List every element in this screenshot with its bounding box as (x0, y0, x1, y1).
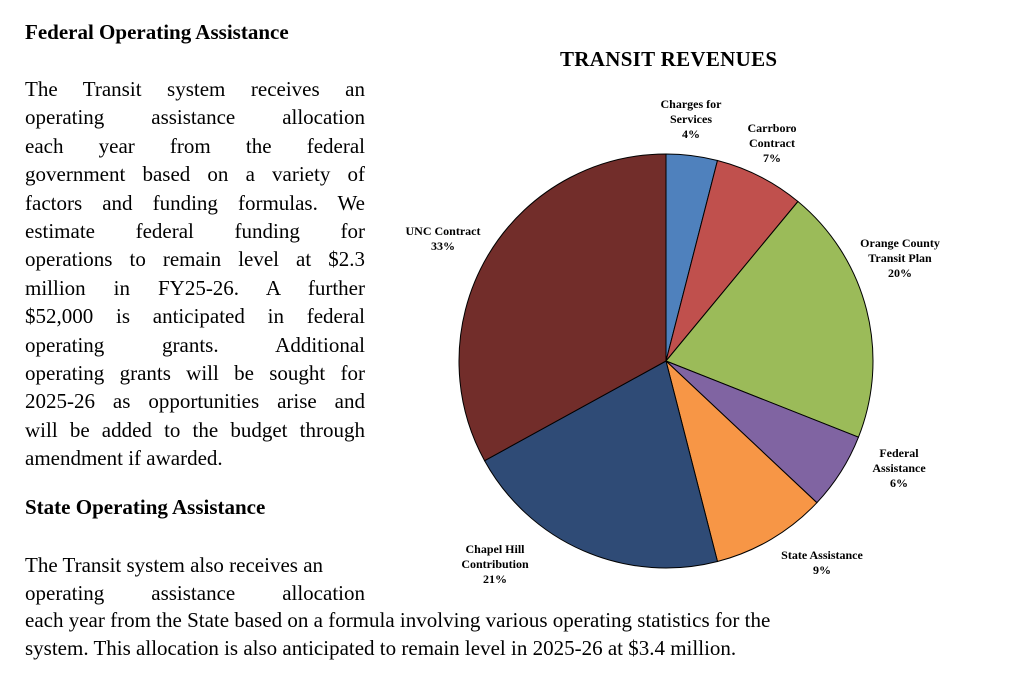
pie-label-text: Federal (879, 446, 919, 460)
paragraph-line: amendment if awarded. (25, 446, 223, 471)
pie-label-text: UNC Contract (405, 224, 481, 238)
paragraph-line: $52,000 is anticipated in federal (25, 304, 365, 329)
pie-label-carrboro-contract: Carrboro Contract 7% (747, 121, 796, 166)
pie-slice-chapel-hill-contribution (483, 360, 719, 569)
pie-label-text: 33% (430, 239, 455, 253)
paragraph-line: each year from the State based on a form… (25, 608, 771, 632)
pie-label-text: Contribution (461, 557, 529, 571)
pie-label-text: 4% (681, 127, 700, 141)
paragraph-line: factors and funding formulas. We (25, 190, 365, 215)
paragraph-line: operating assistance allocation (25, 105, 365, 130)
pie-label-text: 20% (887, 266, 912, 280)
pie-label-text: Services (670, 112, 712, 126)
pie-label-text: Carrboro (747, 121, 797, 135)
paragraph-line: The Transit system also receives an (25, 553, 324, 577)
pie-label-orange-county-transit-plan: Orange County Transit Plan 20% (860, 236, 940, 281)
paragraph-line: system. This allocation is also anticipa… (25, 636, 737, 660)
chart-title: TRANSIT REVENUES (560, 47, 778, 71)
pie-label-chapel-hill-contribution: Chapel Hill Contribution 21% (461, 542, 528, 587)
paragraph-line: operating assistance allocation (25, 581, 365, 606)
paragraph-line: 2025-26 as opportunities arise and (25, 389, 365, 414)
pie-label-federal-assistance: Federal Assistance 6% (872, 446, 925, 491)
pie-label-text: State Assistance (781, 548, 863, 562)
state-assistance-paragraph-wide: each year from the State based on a form… (25, 606, 925, 662)
pie-label-state-assistance: State Assistance 9% (781, 548, 863, 578)
pie-label-text: Orange County (860, 236, 940, 250)
state-assistance-paragraph-narrow: The Transit system also receives an oper… (25, 551, 365, 608)
federal-assistance-heading: Federal Operating Assistance (25, 20, 289, 44)
state-assistance-heading: State Operating Assistance (25, 495, 266, 519)
pie-slice-orange-county-transit-plan (665, 200, 874, 438)
pie-label-charges-for-services: Charges for Services 4% (661, 97, 722, 142)
paragraph-line: government based on a variety of (25, 162, 365, 187)
pie-slice-unc-contract (458, 153, 667, 462)
pie-label-unc-contract: UNC Contract 33% (406, 224, 481, 254)
pie-label-text: Assistance (872, 461, 926, 475)
pie-label-text: 6% (890, 476, 908, 490)
paragraph-line: million in FY25-26. A further (25, 275, 365, 300)
pie-label-text: 9% (812, 563, 831, 577)
pie-label-text: Chapel Hill (465, 542, 525, 556)
paragraph-line: operating grants. Additional (25, 332, 365, 357)
pie-label-text: 21% (482, 572, 507, 586)
pie-slice-state-assistance (665, 359, 818, 563)
paragraph-line: estimate federal funding for (25, 219, 365, 244)
paragraph-line: operating grants will be sought for (25, 361, 365, 386)
federal-assistance-paragraph: The Transit system receives an operating… (25, 75, 365, 473)
pie-label-text: 7% (762, 151, 781, 165)
paragraph-line: each year from the federal (25, 133, 365, 158)
pie-label-text: Charges for (660, 97, 722, 111)
paragraph-line: The Transit system receives an (25, 77, 365, 101)
paragraph-line: will be added to the budget through (25, 417, 365, 442)
pie-label-text: Contract (749, 136, 795, 150)
paragraph-line: operations to remain level at $2.3 (25, 247, 365, 272)
pie-label-text: Transit Plan (868, 251, 932, 265)
